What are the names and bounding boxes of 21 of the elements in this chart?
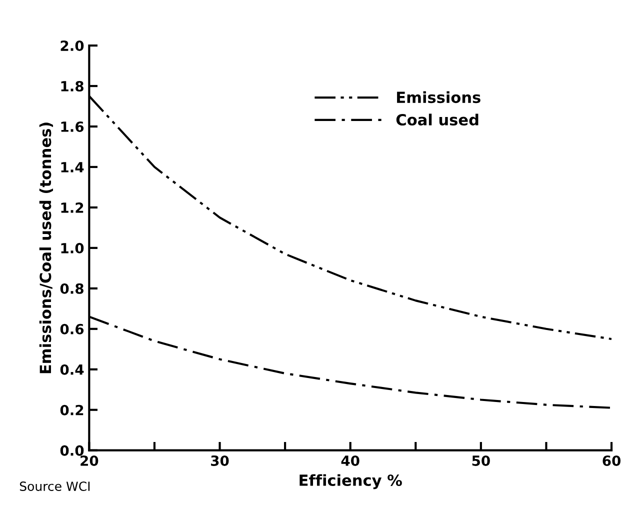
x-tick-label: 30 — [211, 455, 229, 466]
x-tick-label: 20 — [80, 455, 98, 466]
x-axis-title: Efficiency % — [300, 474, 402, 490]
y-tick-label: 1.6 — [61, 121, 84, 132]
y-tick-label: 0.4 — [60, 364, 84, 375]
legend-label: Coal used — [396, 114, 478, 126]
y-tick-label: 1.0 — [61, 242, 84, 254]
y-tick-label: 2.0 — [60, 40, 84, 52]
y-tick-label: 0.2 — [60, 404, 84, 416]
y-tick-label: 0.0 — [60, 445, 84, 456]
y-tick-label: 0.8 — [60, 283, 84, 294]
y-tick-label: 1.8 — [61, 80, 84, 92]
x-tick-label: 60 — [602, 455, 621, 466]
legend-label: Emissions — [397, 91, 480, 104]
y-tick-label: 0.6 — [60, 324, 84, 334]
y-tick-label: 1.4 — [61, 162, 84, 172]
y-axis-title: Emissions/Coal used (tonnes) — [39, 122, 53, 374]
x-tick-label: 50 — [472, 455, 490, 466]
y-tick-label: 1.2 — [61, 202, 84, 213]
x-tick-label: 40 — [341, 455, 360, 466]
source-note: Source WCI — [20, 482, 90, 491]
